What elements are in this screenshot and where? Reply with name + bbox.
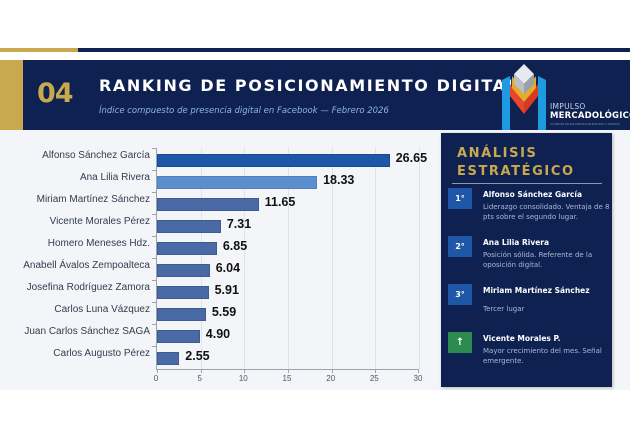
bar-rank-5 <box>157 241 217 255</box>
y-tick <box>152 148 157 149</box>
category-label: Vicente Morales Pérez <box>49 216 150 227</box>
gridline <box>200 148 202 369</box>
x-axis-tick-label: 0 <box>153 374 159 383</box>
top-accent-gold <box>0 48 78 52</box>
logo-text-impulso: IMPULSO <box>550 102 586 111</box>
bar-rank-1 <box>157 153 390 167</box>
gridline <box>288 148 289 369</box>
x-tick <box>331 369 333 373</box>
panel-title-line1: ANÁLISIS <box>457 146 538 161</box>
x-axis-tick-label: 20 <box>326 374 336 383</box>
category-label: Anabell Ávalos Zempoalteca <box>23 260 150 271</box>
bar-rank-8 <box>157 307 206 321</box>
header-gold-bar <box>0 60 23 130</box>
bar-value-label: 5.59 <box>211 305 237 319</box>
item-name: Ana Lilia Rivera <box>483 238 550 247</box>
category-label: Josefina Rodríguez Zamora <box>26 282 150 293</box>
ranking-bar-chart: 26.65 18.33 11.65 7.31 6.85 6.04 5.91 5.… <box>0 140 430 390</box>
x-axis-tick-label: 10 <box>238 374 248 383</box>
item-description: Liderazgo consolidado. Ventaja de 8 pts … <box>483 203 610 221</box>
logo-tagline: LO MEJOR EN ENCUESTAS DE ESTUDIO Y OPINI… <box>550 122 620 126</box>
bar-rank-10 <box>157 351 180 365</box>
bar-rank-7 <box>157 285 209 299</box>
x-tick <box>200 369 202 373</box>
section-number: 04 <box>37 78 74 109</box>
y-tick <box>152 258 157 259</box>
bar-rank-6 <box>157 263 210 277</box>
bar-value-label: 11.65 <box>264 195 296 209</box>
gridline <box>244 148 246 369</box>
bar-rank-4 <box>157 219 221 233</box>
x-axis-tick-label: 15 <box>282 374 292 383</box>
bar-value-label: 2.55 <box>185 349 210 363</box>
category-label: Juan Carlos Sánchez SAGA <box>24 326 150 337</box>
plot-area: 26.65 18.33 11.65 7.31 6.85 6.04 5.91 5.… <box>152 148 427 373</box>
y-tick <box>152 192 157 193</box>
bar-value-label: 6.04 <box>215 261 241 275</box>
logo-text-mercadologico: MERCADOLÓGICO <box>550 111 630 121</box>
arrow-up-icon: ↑ <box>448 332 472 353</box>
panel-title-line2: ESTRATÉGICO <box>457 164 575 179</box>
y-tick <box>152 280 157 281</box>
bar-value-label: 6.85 <box>222 239 248 253</box>
strategic-analysis-panel: ANÁLISIS ESTRATÉGICO 1° Alfonso Sánchez … <box>441 133 612 387</box>
rank-badge: 1° <box>448 188 472 209</box>
gridline <box>331 148 333 369</box>
x-tick <box>157 369 158 373</box>
x-tick <box>375 369 377 373</box>
x-tick <box>418 369 419 373</box>
bar-value-label: 5.91 <box>214 283 239 297</box>
y-tick <box>152 346 157 347</box>
x-axis-tick-label: 25 <box>369 374 379 383</box>
item-name: Miriam Martínez Sánchez <box>483 286 590 295</box>
category-label: Homero Meneses Hdz. <box>47 238 150 249</box>
logo-mark-icon <box>502 64 546 130</box>
x-axis-tick-label: 5 <box>197 374 202 383</box>
y-tick <box>152 302 157 303</box>
rank-badge: 2° <box>448 236 472 257</box>
bar-rank-9 <box>157 329 200 343</box>
x-tick <box>244 369 246 373</box>
category-label: Miriam Martínez Sánchez <box>36 194 150 205</box>
item-description: Posición sólida. Referente de la oposici… <box>483 251 593 269</box>
bar-value-label: 4.90 <box>205 327 231 341</box>
x-axis-tick-label: 30 <box>413 374 423 383</box>
top-accent-navy <box>78 48 630 52</box>
panel-title: ANÁLISIS ESTRATÉGICO <box>457 145 575 181</box>
item-description: Tercer lugar <box>483 305 525 313</box>
gridline <box>419 148 420 369</box>
y-tick <box>152 214 157 215</box>
x-tick <box>288 369 289 373</box>
bar-rank-3 <box>157 197 259 211</box>
brand-logo: IMPULSO MERCADOLÓGICO LO MEJOR EN ENCUES… <box>500 62 630 130</box>
bar-rank-2 <box>157 175 318 189</box>
category-label: Alfonso Sánchez García <box>42 150 150 161</box>
item-name: Vicente Morales P. <box>483 334 561 343</box>
y-tick <box>152 170 157 171</box>
slide-header: 04 RANKING DE POSICIONAMIENTO DIGITAL Ín… <box>0 60 630 130</box>
category-label: Carlos Luna Vázquez <box>54 304 150 315</box>
panel-divider <box>452 183 602 184</box>
y-tick <box>152 324 157 325</box>
item-name: Alfonso Sánchez García <box>483 190 583 199</box>
y-tick <box>152 236 157 237</box>
page-subtitle: Índice compuesto de presencia digital en… <box>99 106 389 116</box>
bar-value-label: 7.31 <box>226 217 252 231</box>
gridline <box>375 148 377 369</box>
category-label: Ana Lilia Rivera <box>79 172 150 183</box>
item-description: Mayor crecimiento del mes. Señal emergen… <box>483 347 602 365</box>
category-label: Carlos Augusto Pérez <box>53 348 150 359</box>
bar-value-label: 18.33 <box>323 173 355 187</box>
page-title: RANKING DE POSICIONAMIENTO DIGITAL <box>99 76 519 95</box>
rank-badge: 3° <box>448 284 472 305</box>
bar-value-label: 26.65 <box>395 151 428 165</box>
